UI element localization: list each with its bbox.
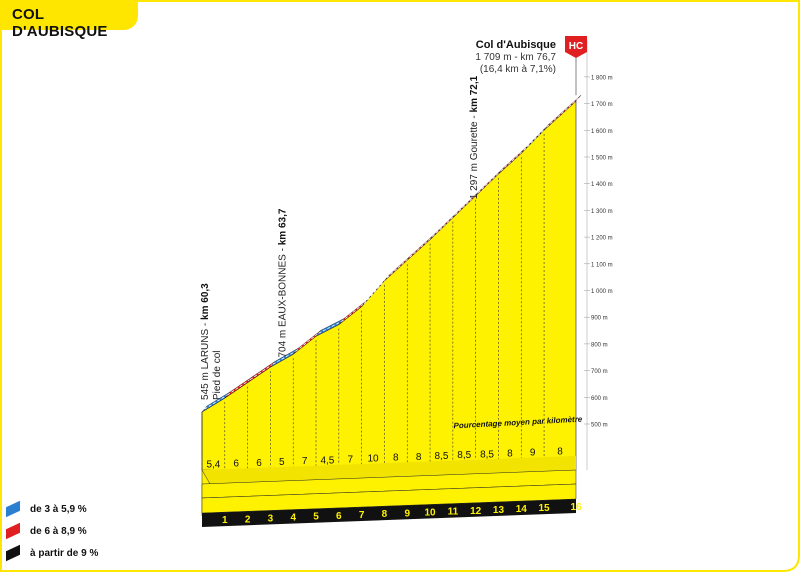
legend-item: de 6 à 8,9 %	[6, 520, 98, 542]
y-tick-label: 600 m	[591, 396, 608, 402]
y-tick-label: 1 000 m	[591, 289, 613, 295]
km-marker-label: 1	[222, 515, 228, 526]
km-marker-label: 4	[290, 513, 296, 524]
legend-swatch-blue	[6, 500, 20, 518]
gradient-label: 8	[416, 452, 422, 463]
landmark: 1 297 m Gourette - km 72,1	[469, 75, 480, 199]
gradient-label: 8	[393, 453, 399, 464]
legend-swatch-black	[6, 544, 20, 562]
landmark-name: 545 m LARUNS -	[200, 320, 211, 400]
landmark: 704 m EAUX-BONNES - km 63,7	[278, 208, 289, 357]
gradient-label: 6	[256, 458, 262, 469]
y-tick-label: 1 600 m	[591, 129, 613, 135]
legend-label: de 6 à 8,9 %	[30, 525, 87, 537]
gradient-label: 10	[367, 454, 379, 465]
km-marker-label: 10	[424, 507, 436, 518]
km-marker-label: 11	[448, 507, 459, 518]
gradient-label: 6	[233, 459, 239, 470]
km-marker-label: 16	[570, 502, 582, 513]
km-marker-label: 3	[268, 513, 274, 524]
y-tick-label: 1 700 m	[591, 102, 613, 108]
y-tick-label: 1 300 m	[591, 209, 613, 215]
summit-info: 1 709 m - km 76,7	[475, 52, 556, 63]
landmark-name: 1 297 m Gourette -	[469, 112, 480, 199]
profile-fill-layer	[201, 100, 577, 471]
legend: de 3 à 5,9 % de 6 à 8,9 % à partir de 9 …	[6, 498, 98, 564]
landmark-km: km 60,3	[200, 283, 211, 320]
y-tick-label: 800 m	[591, 342, 608, 348]
gradient-label: 9	[530, 448, 536, 459]
landmark-label: 1 297 m Gourette - km 72,1	[469, 75, 480, 199]
gradient-label: 7	[302, 456, 308, 467]
gradient-label: 8	[507, 448, 513, 459]
km-marker-label: 5	[313, 512, 319, 523]
y-axis: 500 m 600 m 700 m 800 m 900 m 1 000 m 1 100 m 1…	[584, 40, 613, 470]
legend-swatch-red	[6, 522, 20, 540]
landmark-sub: Pied de col	[212, 351, 223, 400]
y-tick-label: 1 800 m	[591, 75, 613, 81]
y-tick-label: 1 500 m	[591, 156, 613, 162]
km-marker-label: 2	[245, 514, 251, 525]
landmark-km: km 63,7	[278, 208, 289, 245]
gradient-label: 8,5	[480, 449, 494, 460]
gradient-label: 5,4	[206, 460, 220, 471]
legend-item: à partir de 9 %	[6, 542, 98, 564]
y-tick-label: 500 m	[591, 423, 608, 429]
gradient-label: 4,5	[320, 455, 334, 466]
km-marker-label: 13	[493, 505, 505, 516]
km-marker-label: 12	[470, 506, 482, 517]
gradient-label: 8,5	[434, 451, 448, 462]
gradient-label: 7	[347, 454, 353, 465]
y-tick-label: 1 100 m	[591, 262, 613, 268]
y-tick-label: 700 m	[591, 369, 608, 375]
profile-area	[201, 100, 577, 471]
km-marker-label: 8	[382, 509, 388, 520]
legend-label: de 3 à 5,9 %	[30, 503, 87, 515]
gradient-label: 8	[557, 447, 563, 458]
summit-climb: (16,4 km à 7,1%)	[480, 64, 556, 75]
gradient-label: 5	[279, 457, 285, 468]
km-marker-label: 6	[336, 511, 342, 522]
km-marker-label: 14	[516, 504, 528, 515]
km-marker-label: 9	[404, 508, 410, 519]
landmark-name: 704 m EAUX-BONNES -	[278, 245, 289, 357]
km-marker-label: 7	[359, 510, 365, 521]
y-tick-label: 900 m	[591, 316, 608, 322]
summit-name: Col d'Aubisque	[476, 39, 556, 51]
landmark-label: 545 m LARUNS - km 60,3	[200, 283, 211, 400]
gradient-label: 8,5	[457, 450, 471, 461]
km-marker-label: 15	[539, 503, 551, 514]
y-tick-label: 1 200 m	[591, 236, 613, 242]
legend-label: à partir de 9 %	[30, 547, 99, 559]
hc-label: HC	[569, 41, 583, 52]
landmark-km: km 72,1	[469, 75, 480, 112]
landmark-label: 704 m EAUX-BONNES - km 63,7	[278, 208, 289, 357]
legend-item: de 3 à 5,9 %	[6, 498, 98, 520]
y-tick-label: 1 400 m	[591, 182, 613, 188]
